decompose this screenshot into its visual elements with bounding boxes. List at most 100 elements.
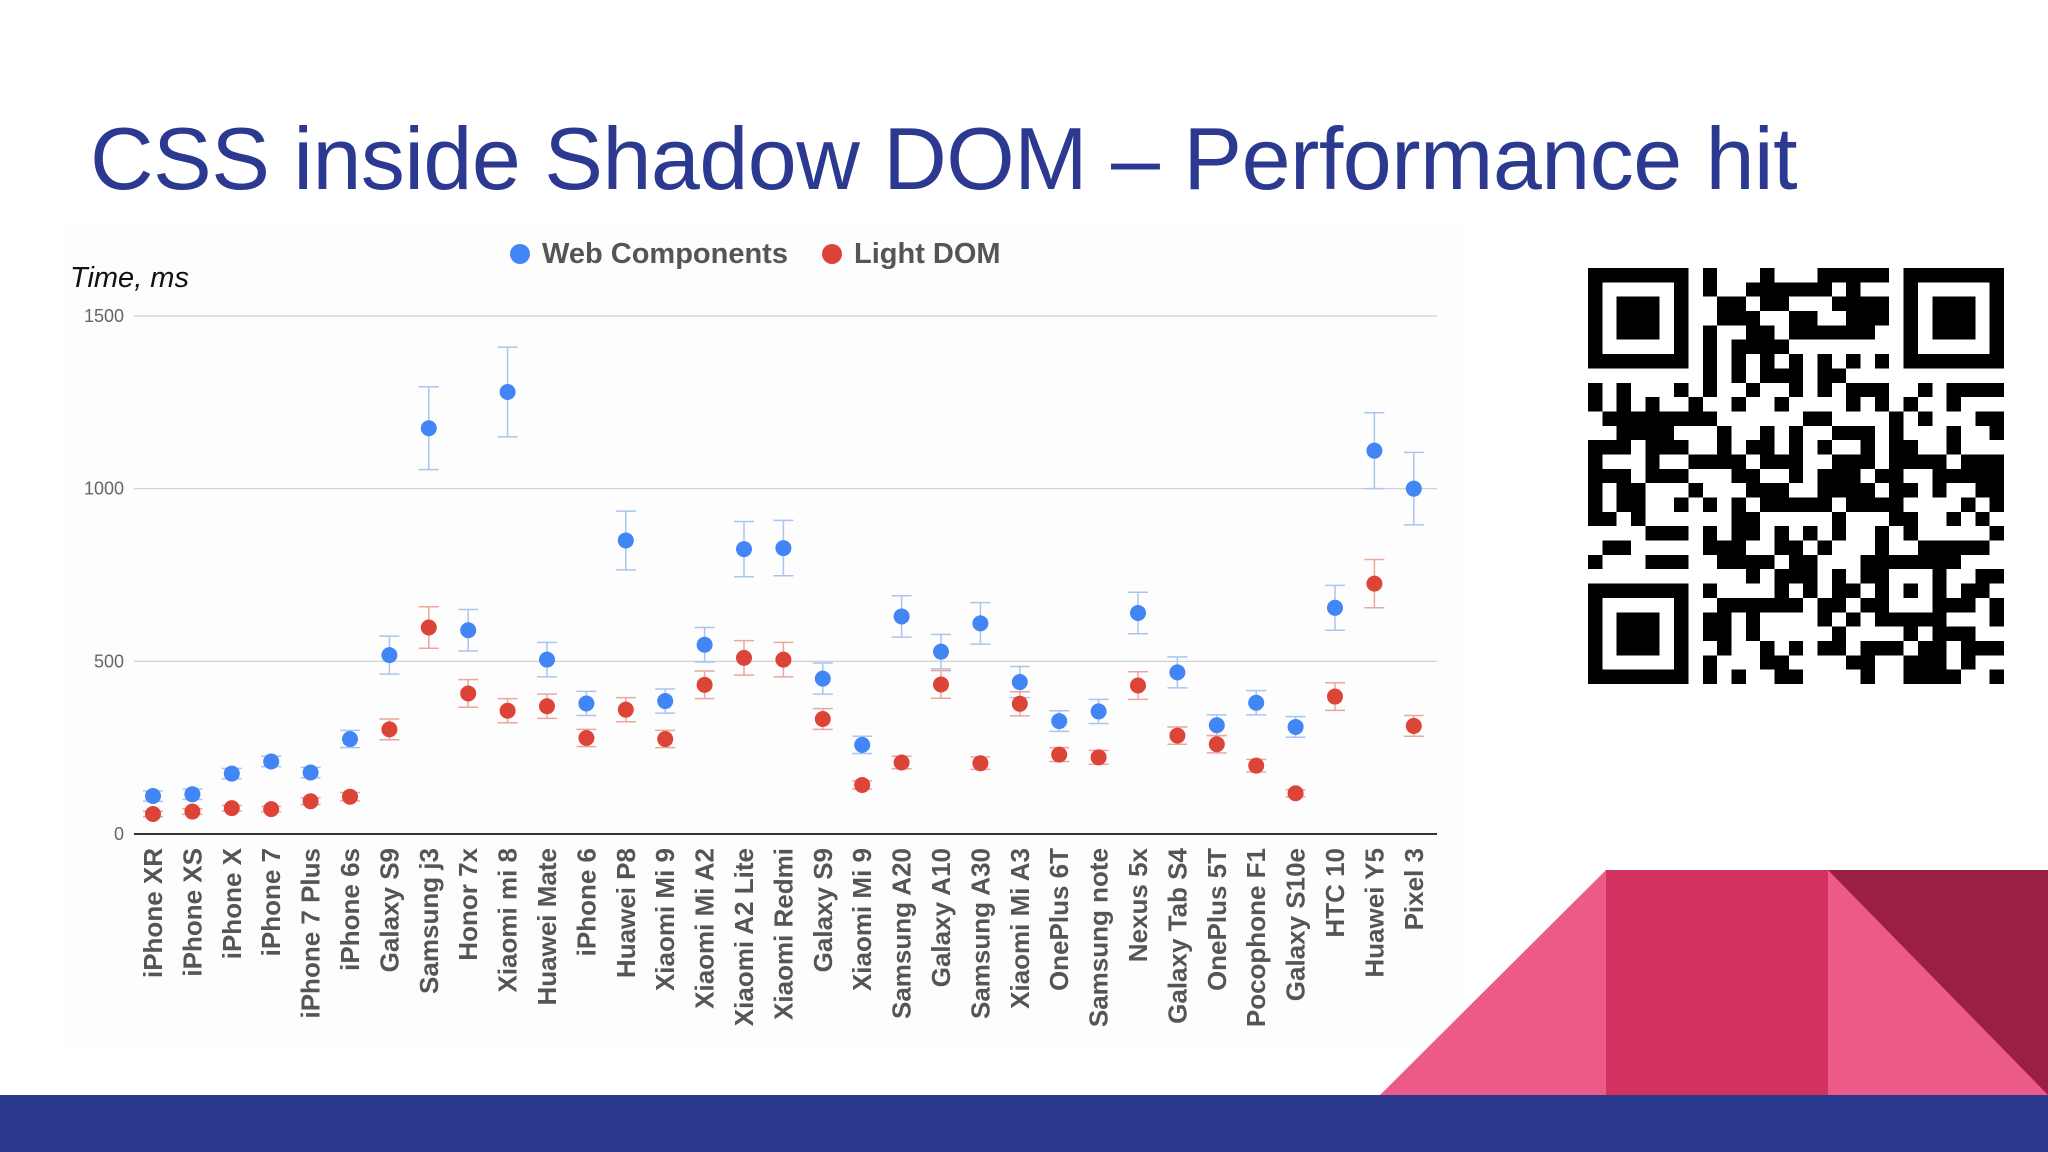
x-tick-label: Samsung note [1084, 848, 1114, 1027]
qr-module [1631, 497, 1646, 512]
qr-module [1903, 669, 1918, 684]
qr-module [1889, 511, 1904, 527]
x-tick-label: iPhone X [217, 847, 247, 959]
qr-module [1616, 411, 1632, 426]
x-tick-label: Huawei Y5 [1359, 848, 1389, 978]
light-dom-point [381, 721, 398, 738]
qr-finder [1616, 612, 1660, 656]
qr-module [1731, 454, 1746, 469]
qr-module [1960, 626, 1976, 641]
web-components-point [1287, 718, 1304, 735]
qr-module [1774, 569, 1789, 584]
light-dom-point [617, 701, 634, 718]
qr-module [1889, 497, 1904, 512]
qr-module [1788, 382, 1804, 398]
qr-module [1774, 483, 1789, 498]
qr-module [1803, 497, 1818, 512]
qr-module [1588, 497, 1603, 512]
qr-finder [1932, 296, 1976, 340]
qr-module [1588, 397, 1603, 412]
qr-module [1788, 311, 1804, 326]
qr-module [1645, 440, 1660, 455]
qr-alignment [1903, 583, 1918, 598]
qr-module [1788, 640, 1804, 656]
qr-module [1946, 626, 1961, 641]
qr-module [1946, 554, 1961, 570]
qr-module [1674, 554, 1689, 570]
qr-module [1774, 454, 1789, 469]
qr-module [1846, 583, 1861, 598]
qr-module [1602, 468, 1617, 484]
qr-module [1874, 397, 1890, 412]
qr-module [1917, 669, 1933, 684]
x-tick-label: Xiaomi Mi A2 [690, 848, 720, 1009]
qr-module [1674, 382, 1689, 398]
light-dom-point [420, 619, 437, 636]
qr-module [1717, 626, 1732, 641]
qr-module [1745, 311, 1761, 326]
qr-module [1774, 282, 1789, 297]
x-tick-label: Huawei Mate [532, 848, 562, 1006]
x-tick-label: Samsung A20 [887, 848, 917, 1019]
qr-module [1989, 526, 2004, 541]
qr-module [1860, 268, 1875, 283]
footer-bar [0, 1095, 2048, 1152]
qr-module [1975, 454, 1990, 469]
light-dom-point [657, 731, 674, 748]
qr-module [1674, 497, 1689, 512]
web-components-point [342, 731, 358, 748]
x-tick-label: Pixel 3 [1399, 848, 1429, 930]
qr-module [1774, 497, 1789, 512]
qr-module [1874, 354, 1890, 369]
qr-module [1831, 526, 1847, 541]
qr-module [1702, 368, 1718, 383]
qr-module [1588, 382, 1603, 398]
qr-module [1702, 626, 1718, 641]
qr-module [1946, 669, 1961, 684]
qr-module [1831, 583, 1847, 598]
x-tick-label: Xiaomi mi 8 [493, 848, 523, 993]
qr-module [1717, 554, 1732, 570]
qr-module [1817, 268, 1832, 283]
qr-module [1860, 483, 1875, 498]
qr-module [1674, 440, 1689, 455]
qr-module [1846, 311, 1861, 326]
qr-module [1889, 411, 1904, 426]
qr-module [1874, 468, 1890, 484]
qr-module [1989, 411, 2004, 426]
qr-module [1989, 425, 2004, 441]
qr-module [1702, 325, 1718, 340]
qr-module [1774, 669, 1789, 684]
qr-module [1889, 640, 1904, 656]
qr-module [1745, 282, 1761, 297]
qr-module [1645, 526, 1660, 541]
qr-module [1846, 296, 1861, 312]
qr-module [1702, 282, 1718, 297]
qr-module [1860, 655, 1875, 670]
web-components-point [420, 420, 437, 437]
qr-module [1788, 368, 1804, 383]
chart-panel: 0 500 1000 1500 Web Components Light DOM iPhon… [62, 226, 1464, 1048]
qr-module [1688, 397, 1703, 412]
qr-module [1946, 540, 1961, 555]
qr-module [1846, 655, 1861, 670]
qr-module [1602, 511, 1617, 527]
deco-maroon-triangle [1828, 870, 2048, 1095]
qr-module [1616, 497, 1632, 512]
qr-module [1645, 468, 1660, 484]
qr-module [1774, 397, 1789, 412]
qr-module [1874, 497, 1890, 512]
qr-module [1717, 597, 1732, 613]
qr-code-icon [1588, 268, 2004, 684]
qr-module [1788, 468, 1804, 484]
qr-module [1846, 382, 1861, 398]
qr-module [1831, 569, 1847, 584]
light-dom-point [145, 805, 161, 822]
qr-module [1946, 425, 1961, 441]
qr-module [1874, 296, 1890, 312]
qr-module [1702, 268, 1718, 283]
qr-module [1788, 354, 1804, 369]
x-tick-label: iPhone XR [138, 848, 168, 978]
qr-module [1960, 583, 1976, 598]
qr-module [1846, 425, 1861, 441]
